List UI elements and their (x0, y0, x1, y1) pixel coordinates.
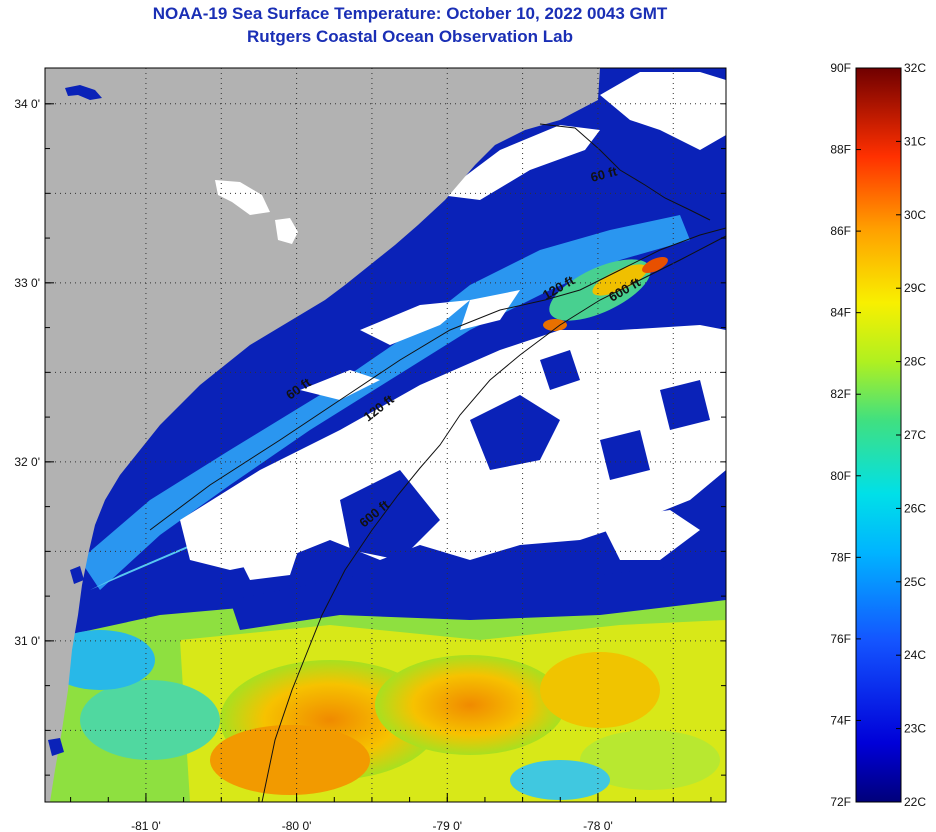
colorbar-f-label: 72F (830, 795, 851, 809)
colorbar-f-label: 88F (830, 143, 851, 157)
colorbar-f-label: 84F (830, 306, 851, 320)
colorbar-c-label: 32C (904, 61, 926, 75)
map-subtitle: Rutgers Coastal Ocean Observation Lab (247, 27, 573, 46)
colorbar-f-label: 80F (830, 469, 851, 483)
axis-ticks: -81 0' -80 0' -79 0' -78 0' 34 0' 33 0' 32 0' 3… (14, 97, 726, 832)
colorbar-c-label: 30C (904, 208, 926, 222)
colorbar (855, 67, 902, 803)
lat-tick-label: 32 0' (14, 455, 40, 469)
map-image (45, 68, 726, 802)
colorbar-c-label: 31C (904, 134, 926, 148)
colorbar-c-label: 24C (904, 648, 926, 662)
colorbar-f-label: 78F (830, 550, 851, 564)
colorbar-f-label: 86F (830, 224, 851, 238)
graticule (45, 68, 726, 802)
colorbar-c-label: 29C (904, 281, 926, 295)
colorbar-c-label: 27C (904, 428, 926, 442)
colorbar-labels: 90F 88F 86F 84F 82F 80F 78F 76F 74F 72F 32C 31C 30C 2… (830, 61, 926, 809)
lat-tick-label: 31 0' (14, 634, 40, 648)
colorbar-f-label: 74F (830, 713, 851, 727)
lon-tick-label: -79 0' (432, 819, 462, 832)
colorbar-f-label: 82F (830, 387, 851, 401)
lat-tick-label: 33 0' (14, 276, 40, 290)
colorbar-c-label: 26C (904, 501, 926, 515)
colorbar-f-label: 76F (830, 632, 851, 646)
colorbar-c-label: 28C (904, 355, 926, 369)
lon-tick-label: -78 0' (583, 819, 613, 832)
colorbar-c-label: 25C (904, 575, 926, 589)
colorbar-c-label: 22C (904, 795, 926, 809)
lon-tick-label: -80 0' (282, 819, 312, 832)
map-title: NOAA-19 Sea Surface Temperature: October… (152, 4, 668, 23)
lat-tick-label: 34 0' (14, 97, 40, 111)
depth-contours (149, 123, 726, 802)
map-frame (44, 67, 727, 803)
colorbar-f-label: 90F (830, 61, 851, 75)
lon-tick-label: -81 0' (131, 819, 161, 832)
colorbar-c-label: 23C (904, 722, 926, 736)
depth-label: 60 ft (589, 163, 619, 185)
